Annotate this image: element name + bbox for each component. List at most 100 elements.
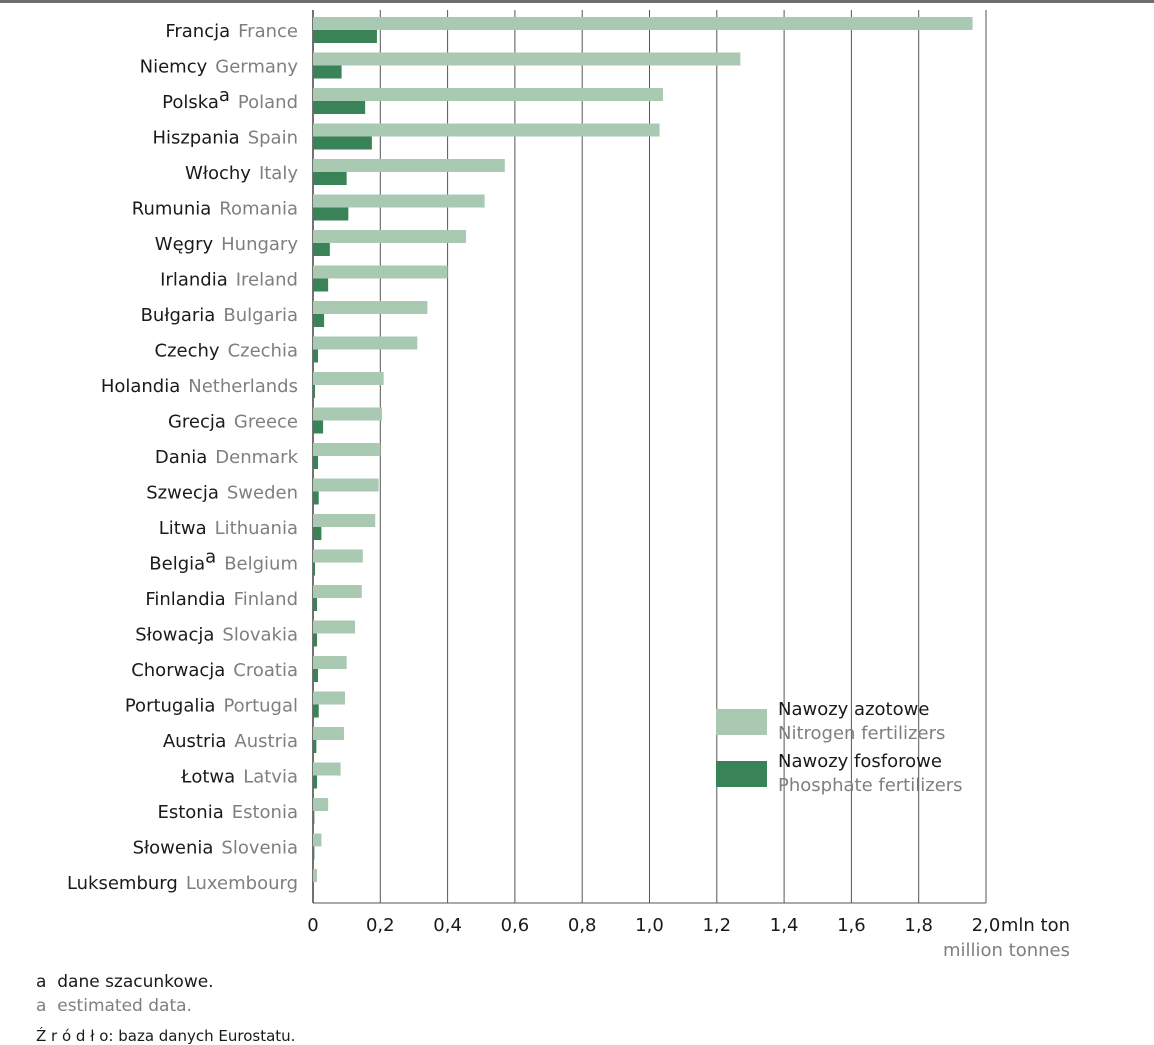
- category-label-pl: Portugalia: [125, 696, 216, 717]
- bar-phosphate: [313, 65, 342, 79]
- legend-swatch-phosphate: [716, 761, 767, 787]
- bar-phosphate: [313, 420, 324, 434]
- category-label-pl: Czechy: [155, 341, 220, 362]
- category-label-pl: Finlandia: [145, 589, 225, 610]
- legend-item-phosphate: Nawozy fosforowe Phosphate fertilizers: [716, 750, 976, 802]
- category-label-en: Slovakia: [222, 625, 298, 646]
- bar-phosphate: [313, 314, 325, 327]
- category-label-en: Hungary: [221, 234, 298, 255]
- x-unit-label-en: million tonnes: [943, 940, 1070, 961]
- category-label: Luksemburg Luxembourg: [67, 873, 298, 894]
- bar-nitrogen: [313, 159, 505, 172]
- category-label-en: Slovenia: [221, 838, 298, 859]
- bar-nitrogen: [313, 123, 660, 137]
- category-label: Litwa Lithuania: [159, 518, 298, 539]
- category-label-en: Bulgaria: [223, 305, 298, 326]
- category-label: Słowacja Slovakia: [135, 625, 298, 646]
- bar-phosphate: [313, 775, 318, 789]
- bar-nitrogen: [313, 762, 341, 776]
- category-label: Francja France: [165, 21, 298, 42]
- category-label-en: Greece: [234, 412, 298, 433]
- category-label: Słowenia Slovenia: [133, 838, 298, 859]
- category-label: Estonia Estonia: [157, 802, 298, 823]
- legend-label-phosphate: Nawozy fosforowe: [778, 751, 942, 772]
- category-label-pl: Hiszpania: [152, 128, 239, 149]
- category-label-en: Italy: [259, 163, 298, 184]
- category-label: Bułgaria Bulgaria: [141, 305, 298, 326]
- category-label-en: Spain: [248, 128, 298, 149]
- bar-phosphate: [313, 456, 319, 469]
- bar-nitrogen: [313, 443, 381, 456]
- x-tick-label: 1,4: [770, 915, 799, 936]
- category-label-pl: Bułgaria: [141, 305, 216, 326]
- x-tick-labels: 0 0,2 0,4 0,6 0,8 1,0 1,2 1,4 1,6 1,8 2,0: [307, 915, 1000, 936]
- category-label-pl: Chorwacja: [131, 660, 225, 681]
- bar-nitrogen: [313, 372, 384, 385]
- category-label-pl: Szwecja: [146, 483, 219, 504]
- bar-nitrogen: [313, 514, 376, 527]
- category-label: Rumunia Romania: [132, 199, 298, 220]
- bar-phosphate: [313, 740, 317, 753]
- bar-nitrogen: [313, 17, 973, 30]
- category-label-pl: Estonia: [157, 802, 223, 823]
- footnote-pl: a dane szacunkowe.: [36, 972, 214, 992]
- bar-nitrogen: [313, 478, 379, 492]
- category-label-en: Latvia: [243, 767, 298, 788]
- category-label: Austria Austria: [163, 731, 298, 752]
- category-label-pl: Dania: [155, 447, 207, 468]
- category-label: Niemcy Germany: [140, 57, 299, 78]
- category-label-pl: Luksemburg: [67, 873, 178, 894]
- category-superscript: a: [205, 547, 216, 568]
- category-label: Dania Denmark: [155, 447, 299, 468]
- bar-chart: Francja France Niemcy Germany Polskaa Poland H…: [67, 10, 1070, 961]
- category-label-pl: Irlandia: [160, 270, 228, 291]
- category-label: Irlandia Ireland: [160, 270, 298, 291]
- bar-nitrogen: [313, 656, 347, 669]
- legend-label-phosphate-en: Phosphate fertilizers: [778, 775, 963, 796]
- category-label-en: Belgium: [224, 554, 298, 575]
- bar-phosphate: [313, 598, 318, 611]
- legend-label-nitrogen-en: Nitrogen fertilizers: [778, 723, 946, 744]
- bar-phosphate: [313, 278, 329, 292]
- category-label: Chorwacja Croatia: [131, 660, 298, 681]
- bar-phosphate: [313, 846, 315, 860]
- category-label-pl: Francja: [165, 21, 230, 42]
- x-tick-label: 0,6: [501, 915, 530, 936]
- bar-phosphate: [313, 527, 322, 540]
- bar-phosphate: [313, 30, 377, 43]
- footnote-text-en: estimated data.: [57, 996, 192, 1016]
- category-label-pl: Polska: [162, 92, 219, 113]
- category-label: Portugalia Portugal: [125, 696, 298, 717]
- x-tick-label: 1,0: [635, 915, 664, 936]
- legend-label-nitrogen: Nawozy azotowe: [778, 699, 930, 720]
- category-label-pl: Niemcy: [140, 57, 208, 78]
- category-label: Łotwa Latvia: [180, 767, 298, 788]
- top-border-line: [0, 0, 1154, 3]
- category-label: Węgry Hungary: [155, 234, 299, 255]
- bar-phosphate: [313, 243, 330, 256]
- category-label: Polskaa Poland: [162, 85, 298, 113]
- x-tick-label: 1,8: [904, 915, 933, 936]
- bar-nitrogen: [313, 265, 448, 279]
- category-label: Włochy Italy: [185, 163, 298, 184]
- bar-nitrogen: [313, 230, 467, 243]
- category-label-en: Luxembourg: [186, 873, 298, 894]
- category-label-pl: Włochy: [185, 163, 251, 184]
- bar-nitrogen: [313, 52, 741, 66]
- category-label-pl: Austria: [163, 731, 227, 752]
- category-label: Hiszpania Spain: [152, 128, 298, 149]
- category-label-en: Sweden: [227, 483, 298, 504]
- category-label-pl: Holandia: [101, 376, 180, 397]
- category-label-pl: Belgia: [149, 554, 205, 575]
- legend-swatch-nitrogen: [716, 709, 767, 735]
- source-note: Ź r ó d ł o: baza danych Eurostatu.: [36, 1027, 296, 1045]
- bar-phosphate: [313, 633, 318, 647]
- bar-phosphate: [313, 491, 319, 505]
- category-label-en: Germany: [215, 57, 298, 78]
- category-label-en: Netherlands: [188, 376, 298, 397]
- x-tick-label: 2,0: [972, 915, 1001, 936]
- bar-phosphate: [313, 101, 366, 114]
- category-label-pl: Litwa: [159, 518, 207, 539]
- category-label-en: Finland: [234, 589, 298, 610]
- x-tick-label: 1,6: [837, 915, 866, 936]
